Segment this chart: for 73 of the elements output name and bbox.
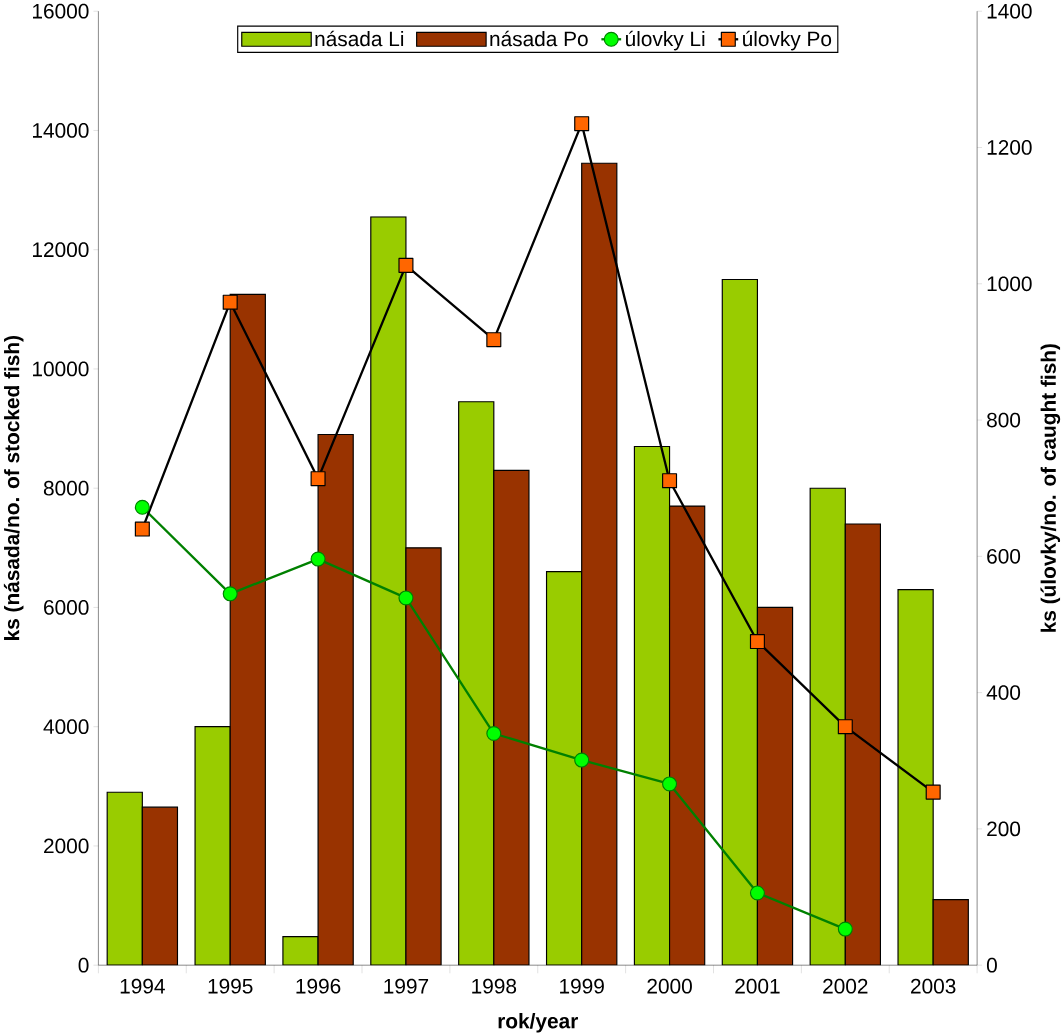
x-tick-label: 2000 bbox=[647, 978, 692, 994]
point bbox=[486, 725, 502, 741]
y-tick-label: 8000 bbox=[43, 480, 89, 496]
bar bbox=[282, 935, 319, 965]
bar bbox=[141, 806, 179, 965]
y2-tick-label: 0 bbox=[986, 957, 997, 973]
point bbox=[925, 784, 941, 800]
x-tick-label: 1998 bbox=[472, 978, 517, 994]
bar bbox=[106, 791, 143, 965]
point bbox=[574, 752, 590, 768]
bar bbox=[545, 570, 583, 965]
legend-label: násada Po bbox=[490, 30, 588, 47]
x-tick-label: 1995 bbox=[208, 978, 253, 994]
y-tick-label: 12000 bbox=[33, 242, 89, 257]
point bbox=[134, 499, 150, 515]
x-tick-label: 2003 bbox=[911, 978, 956, 994]
bar bbox=[633, 445, 671, 965]
point bbox=[749, 633, 765, 649]
y-tick-label: 14000 bbox=[33, 122, 89, 138]
point bbox=[222, 586, 238, 602]
point bbox=[662, 776, 678, 792]
y2-tick-label: 1000 bbox=[987, 276, 1032, 291]
x-tick-label: 1996 bbox=[296, 978, 341, 994]
point bbox=[398, 257, 414, 273]
y2-tick-label: 400 bbox=[986, 685, 1021, 700]
point bbox=[486, 331, 502, 347]
point bbox=[574, 115, 590, 131]
legend-label: násada Li bbox=[315, 30, 404, 47]
point bbox=[749, 885, 765, 901]
y-tick-label: 16000 bbox=[33, 3, 89, 19]
x-tick-label: 1994 bbox=[120, 978, 165, 994]
y-tick-label: 6000 bbox=[44, 599, 89, 615]
x-tick-label: 2001 bbox=[735, 978, 780, 994]
legend-label: úlovky Po bbox=[743, 30, 832, 51]
bar bbox=[581, 162, 618, 965]
bar bbox=[317, 433, 354, 965]
y2-tick-label: 600 bbox=[987, 548, 1021, 564]
x-axis-title: rok/year bbox=[498, 1012, 578, 1033]
point bbox=[398, 590, 414, 606]
y2-axis-title: ks (úlovky/no. of caught fish) bbox=[1040, 343, 1061, 632]
x-tick-label: 2002 bbox=[823, 978, 868, 994]
bar bbox=[721, 278, 759, 965]
bar bbox=[897, 588, 934, 965]
x-tick-label: 1999 bbox=[560, 978, 604, 994]
bar bbox=[844, 523, 882, 965]
bar bbox=[493, 469, 530, 965]
y-axis-title: ks (násada/no. of stocked fish) bbox=[3, 335, 24, 640]
y-tick-label: 0 bbox=[78, 957, 89, 973]
y-tick-label: 2000 bbox=[44, 838, 89, 854]
point bbox=[222, 294, 238, 310]
bar bbox=[668, 505, 706, 965]
bar bbox=[370, 216, 407, 965]
point bbox=[134, 521, 150, 537]
bar bbox=[932, 898, 969, 965]
x-tick-label: 1997 bbox=[384, 978, 429, 994]
y-tick-label: 10000 bbox=[33, 361, 89, 377]
y-tick-label: 4000 bbox=[43, 719, 89, 734]
bar bbox=[194, 725, 231, 965]
y2-tick-label: 800 bbox=[987, 412, 1021, 428]
bar bbox=[809, 487, 846, 965]
bar bbox=[756, 606, 794, 965]
point bbox=[310, 551, 326, 567]
bar bbox=[405, 547, 442, 965]
point bbox=[837, 718, 853, 735]
y2-tick-label: 200 bbox=[987, 821, 1021, 837]
legend-label: úlovky Li bbox=[626, 30, 705, 51]
y2-tick-label: 1200 bbox=[987, 139, 1032, 155]
bar bbox=[458, 400, 495, 965]
point bbox=[662, 472, 678, 489]
point bbox=[837, 921, 853, 937]
point bbox=[310, 470, 326, 486]
bar bbox=[229, 293, 266, 965]
y2-tick-label: 1400 bbox=[987, 3, 1032, 19]
